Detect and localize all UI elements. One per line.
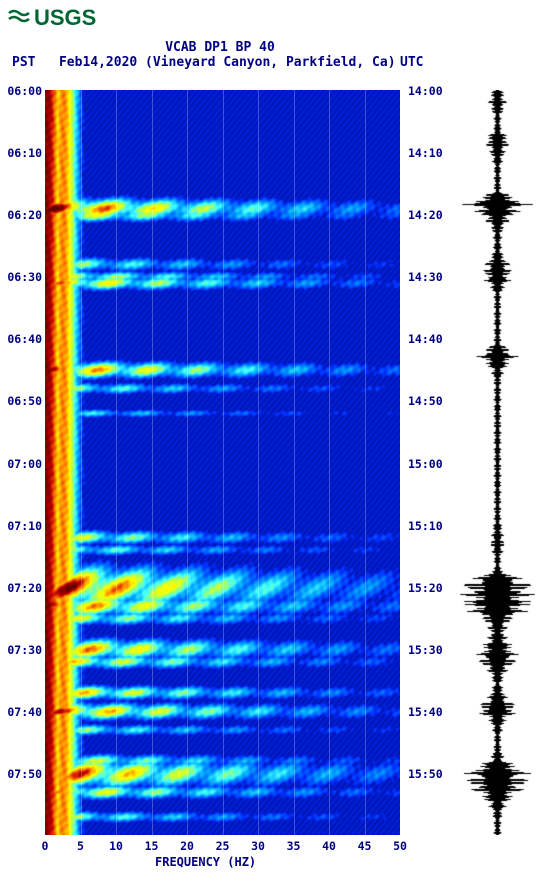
y-tick-right: 15:20	[408, 581, 443, 595]
y-tick-right: 15:00	[408, 457, 443, 471]
grid-line	[223, 90, 224, 835]
grid-line	[329, 90, 330, 835]
y-tick-right: 15:40	[408, 705, 443, 719]
y-tick-right: 14:00	[408, 84, 443, 98]
grid-line	[365, 90, 366, 835]
y-tick-left: 07:30	[2, 643, 42, 657]
y-tick-right: 14:50	[408, 394, 443, 408]
grid-line	[258, 90, 259, 835]
x-tick: 0	[42, 839, 49, 853]
y-tick-left: 07:20	[2, 581, 42, 595]
grid-line	[294, 90, 295, 835]
seismogram-canvas	[455, 90, 540, 835]
grid-line	[116, 90, 117, 835]
pst-label: PST	[12, 55, 35, 70]
y-tick-left: 07:10	[2, 519, 42, 533]
x-axis-label: FREQUENCY (HZ)	[155, 855, 256, 869]
usgs-wave-icon	[8, 5, 30, 31]
x-tick: 40	[322, 839, 336, 853]
y-tick-right: 14:10	[408, 146, 443, 160]
seismogram-trace	[455, 90, 540, 835]
y-tick-right: 14:40	[408, 332, 443, 346]
x-tick: 20	[180, 839, 194, 853]
x-tick: 25	[216, 839, 230, 853]
x-tick: 5	[77, 839, 84, 853]
x-tick: 45	[358, 839, 372, 853]
grid-line	[81, 90, 82, 835]
x-tick: 10	[109, 839, 123, 853]
y-tick-right: 14:30	[408, 270, 443, 284]
date-label: Feb14,2020 (Vineyard Canyon, Parkfield, …	[59, 55, 396, 70]
grid-line	[187, 90, 188, 835]
x-tick: 30	[251, 839, 265, 853]
chart-title-line2: PST Feb14,2020 (Vineyard Canyon, Parkfie…	[12, 55, 396, 70]
y-tick-left: 06:50	[2, 394, 42, 408]
y-tick-right: 15:30	[408, 643, 443, 657]
x-tick: 35	[287, 839, 301, 853]
grid-line	[152, 90, 153, 835]
utc-label: UTC	[400, 55, 423, 70]
logo-text: USGS	[34, 5, 96, 31]
y-tick-right: 15:50	[408, 767, 443, 781]
usgs-logo: USGS	[8, 5, 96, 31]
y-tick-left: 06:20	[2, 208, 42, 222]
y-tick-left: 06:10	[2, 146, 42, 160]
y-tick-left: 07:40	[2, 705, 42, 719]
y-tick-right: 15:10	[408, 519, 443, 533]
y-tick-left: 07:50	[2, 767, 42, 781]
y-tick-right: 14:20	[408, 208, 443, 222]
y-tick-left: 07:00	[2, 457, 42, 471]
y-tick-left: 06:00	[2, 84, 42, 98]
spectrogram-chart	[45, 90, 400, 835]
y-tick-left: 06:30	[2, 270, 42, 284]
y-tick-left: 06:40	[2, 332, 42, 346]
x-tick: 50	[393, 839, 407, 853]
x-tick: 15	[145, 839, 159, 853]
chart-title-line1: VCAB DP1 BP 40	[0, 40, 440, 55]
